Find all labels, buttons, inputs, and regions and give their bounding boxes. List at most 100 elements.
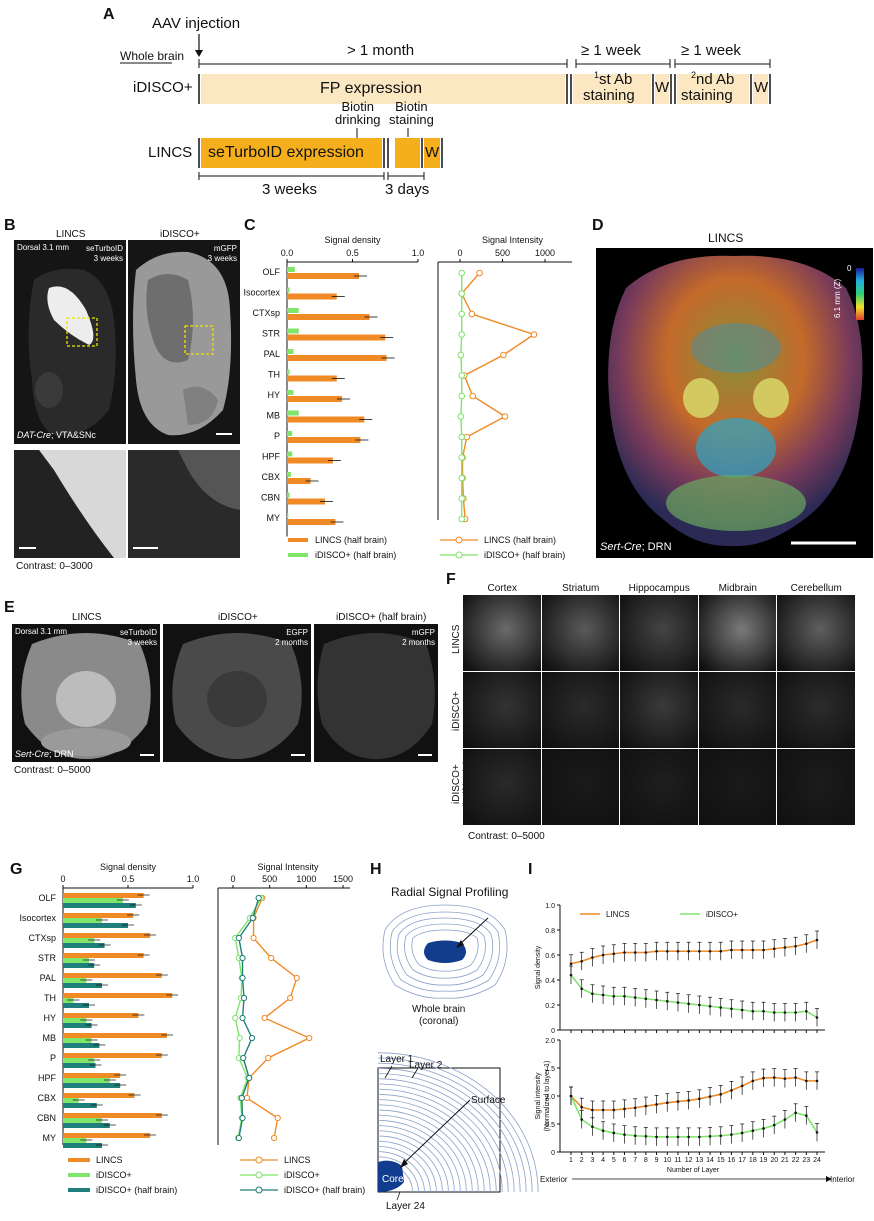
i-xtick-label: 23 xyxy=(802,1157,810,1164)
d-caption: Sert-Cre; DRN xyxy=(600,542,672,553)
i-point xyxy=(591,1125,594,1129)
c-bar-lincs xyxy=(287,478,311,484)
h-layer-arc xyxy=(377,1156,419,1193)
h-layer-arc xyxy=(377,1130,449,1193)
h-zoom-layers xyxy=(377,1052,539,1193)
i-direction-arrowhead xyxy=(826,1176,832,1182)
i-xtick-label: 8 xyxy=(644,1157,648,1164)
h-layer-arc xyxy=(377,1125,455,1193)
i-point xyxy=(644,1135,648,1138)
g-line-point xyxy=(255,894,262,902)
i-point xyxy=(815,938,819,942)
g-legend-line-marker xyxy=(255,1171,263,1179)
i-xtick-label: 2 xyxy=(580,1157,584,1164)
b-mgfp-label: mGFP 3 weeks xyxy=(207,244,237,263)
e-caption: Sert-Cre; DRN xyxy=(15,750,74,759)
e-contrast: Contrast: 0–5000 xyxy=(14,765,91,776)
i-point xyxy=(655,1135,658,1139)
c-legend-bar-idisco-label: iDISCO+ (half brain) xyxy=(315,550,396,560)
f-image-cell xyxy=(698,749,776,825)
i-point xyxy=(665,1101,669,1105)
i-xtick-label: 13 xyxy=(695,1157,703,1164)
c-bar-idisco xyxy=(287,431,293,436)
i-xlabel: Number of Layer xyxy=(667,1167,720,1174)
i-point xyxy=(805,1009,808,1013)
i-point xyxy=(805,1114,808,1117)
f-image-cell xyxy=(541,749,619,825)
d-scale-top: 0 xyxy=(847,264,852,273)
i-point xyxy=(612,1108,616,1112)
c-bar-idisco xyxy=(287,308,299,313)
b-lincs-brain xyxy=(28,268,116,436)
i-point xyxy=(719,949,723,953)
f-image-cell xyxy=(777,595,855,671)
c-line-point xyxy=(500,351,507,359)
c-bar-lincs xyxy=(287,437,361,443)
ab2-bar xyxy=(677,74,749,104)
e-egfp-label: EGFP 2 months xyxy=(275,628,308,647)
g-line-tick-label: 500 xyxy=(262,874,277,884)
h-layer-arc xyxy=(377,1094,491,1193)
g-category-label: OLF xyxy=(38,893,56,903)
f-col-label: Cerebellum xyxy=(790,583,842,594)
g-bar-2 xyxy=(63,1083,121,1088)
c-category-label: STR xyxy=(262,329,281,339)
c-line-point xyxy=(530,331,538,338)
i-ytick-label: 1.0 xyxy=(545,1094,555,1101)
i-ylabel-line: Signal intensity xyxy=(535,1072,542,1120)
c-bar-lincs xyxy=(287,519,336,525)
g-line-point xyxy=(268,954,275,962)
h-layer-arc xyxy=(377,1057,533,1193)
e-idisco-half-title: iDISCO+ (half brain) xyxy=(336,612,427,623)
g-bar-0 xyxy=(63,1033,167,1038)
g-legend-line-label: LINCS xyxy=(284,1155,311,1165)
c-line-point xyxy=(458,474,466,482)
e-idisco-brain xyxy=(172,633,305,759)
fp-expression-bar xyxy=(201,74,565,104)
w2-label: W xyxy=(754,79,769,96)
c-bar-idisco xyxy=(287,492,290,498)
idisco-row-label: iDISCO+ xyxy=(133,79,193,96)
g-line-point xyxy=(274,1114,281,1122)
i-point xyxy=(783,1011,787,1014)
c-bar-lincs xyxy=(287,396,343,402)
c-category-label: OLF xyxy=(262,267,280,277)
i-xtick-label: 3 xyxy=(590,1157,594,1164)
b-idisco-image: mGFP 3 weeks xyxy=(128,240,240,444)
e-seturbo-label: seTurboID 3 weeks xyxy=(119,628,157,647)
ab1-label: 1st Ab xyxy=(594,71,632,88)
g-line-tick-label: 0 xyxy=(230,874,235,884)
f-image-cell xyxy=(777,749,855,825)
biotin-staining-bar xyxy=(395,138,420,168)
g-line-point xyxy=(232,1014,239,1022)
i-ytick-label: 2.0 xyxy=(545,1038,555,1045)
i-point xyxy=(569,962,573,966)
c-bar-idisco xyxy=(287,349,294,354)
g-line-point xyxy=(306,1034,313,1042)
g-category-label: STR xyxy=(38,953,57,963)
i-point xyxy=(591,956,594,959)
i-ytick-label: 1.0 xyxy=(545,903,555,910)
i-ytick-label: 0 xyxy=(551,1150,555,1157)
i-interior-label: Interior xyxy=(830,1175,855,1184)
i-point xyxy=(719,1093,723,1096)
c-category-label: MB xyxy=(267,411,281,421)
g-bar-0 xyxy=(63,1013,139,1018)
i-point xyxy=(794,1111,797,1115)
g-line-tick-label: 1000 xyxy=(296,874,316,884)
f-image-cell xyxy=(620,749,698,825)
week1-label: ≥ 1 week xyxy=(581,42,641,59)
g-line-point xyxy=(248,1034,256,1042)
e-idisco-title: iDISCO+ xyxy=(218,612,258,623)
h-layer1-label: Layer 1 xyxy=(380,1054,414,1065)
g-category-label: P xyxy=(50,1053,56,1063)
i-ytick-label: 0 xyxy=(551,1028,555,1035)
i-point xyxy=(772,1123,776,1127)
g-bar-0 xyxy=(63,933,151,938)
w3-label: W xyxy=(425,144,440,161)
c-category-label: CBN xyxy=(261,493,280,503)
i-point xyxy=(633,996,637,999)
b-caption: DAT-Cre; VTA&SNc xyxy=(17,431,96,440)
h-core-shape xyxy=(378,1160,404,1192)
